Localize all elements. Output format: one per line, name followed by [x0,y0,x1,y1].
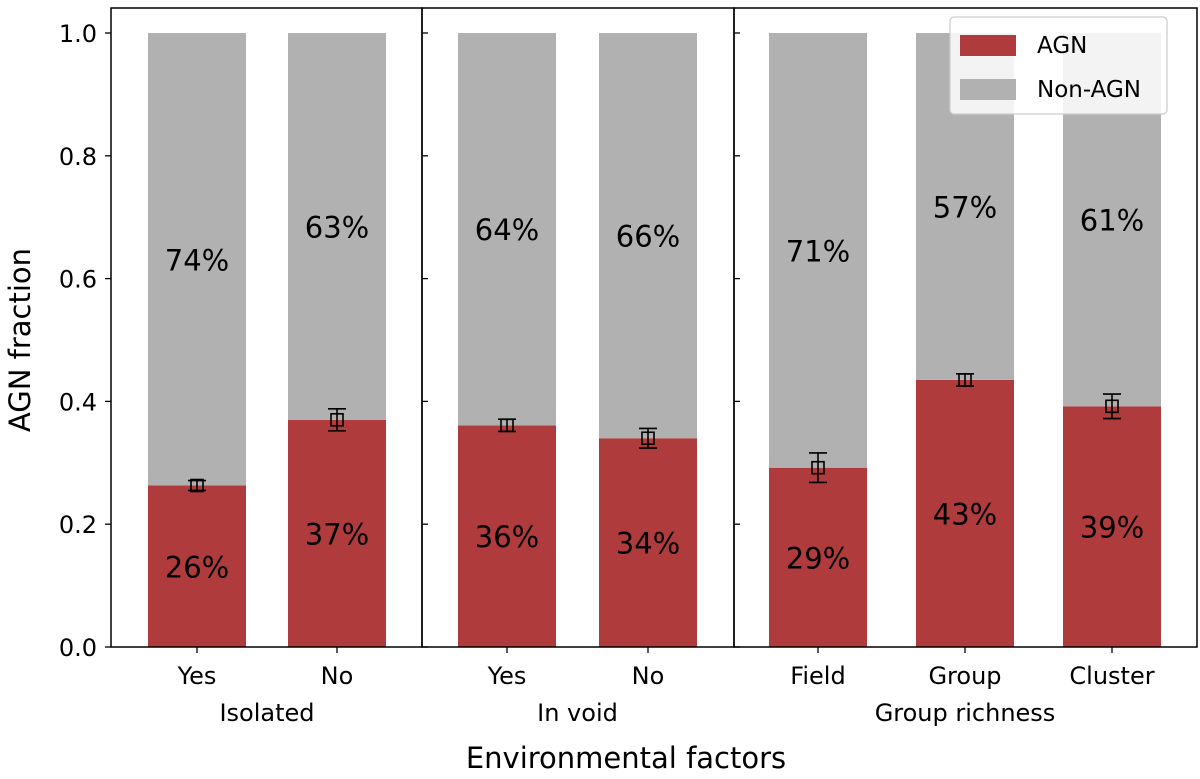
error-bar-marker [330,413,344,427]
legend-label: AGN [1037,33,1087,59]
group-label: Isolated [219,699,314,727]
x-tick-label: Yes [487,662,527,690]
x-tick-label: Cluster [1069,662,1154,690]
x-tick-label: No [321,662,354,690]
x-tick-label: Field [790,662,845,690]
agn-bar [769,467,867,647]
non-agn-bar [458,33,556,426]
plot-area: 26%74%Yes37%63%NoIsolated36%64%Yes34%66%… [59,7,1198,727]
agn-bar [599,438,697,647]
error-bar [1103,393,1121,420]
non-agn-bar [599,33,697,439]
error-bar [639,427,657,449]
agn-bar [148,485,246,647]
agn-bar [916,379,1014,647]
error-bar-marker [811,460,825,475]
error-bar [188,478,206,493]
legend-swatch [960,79,1016,100]
y-axis: 0.0 0.2 0.4 0.6 0.8 1.0 [59,20,111,662]
panel-frame [733,7,1198,648]
error-bar-marker [641,431,655,446]
non-agn-percent-label: 71% [786,234,850,268]
non-agn-percent-label: 61% [1080,204,1144,238]
agn-percent-label: 26% [165,550,229,584]
legend-label: Non-AGN [1037,77,1141,103]
x-axis-label: Environmental factors [466,741,786,775]
error-bar [809,452,827,484]
error-bar [498,418,516,433]
y-tick-label: 0.0 [59,634,97,662]
agn-percent-label: 39% [1080,511,1144,545]
non-agn-percent-label: 57% [933,190,997,224]
agn-bar [458,425,556,647]
legend-swatch [960,35,1016,56]
non-agn-bar [769,33,867,468]
agn-percent-label: 34% [616,527,680,561]
agn-bar [288,419,386,647]
non-agn-percent-label: 63% [305,210,369,244]
agn-percent-label: 29% [786,541,850,575]
agn-percent-label: 36% [475,520,539,554]
non-agn-percent-label: 66% [616,220,680,254]
y-tick-label: 0.4 [59,388,97,416]
error-bar-marker [500,418,514,433]
error-bar-marker [958,373,972,387]
error-bar-marker [1105,399,1119,414]
agn-percent-label: 43% [933,497,997,531]
y-tick-label: 0.6 [59,266,97,294]
agn-percent-label: 37% [305,517,369,551]
panel-2: 36% 64% Yes 34% 66% No In void [421,7,735,727]
group-label: Group richness [875,699,1056,727]
group-label: In void [537,699,618,727]
y-tick-label: 0.8 [59,143,97,171]
legend: AGN Non-AGN [949,16,1168,115]
x-tick-label: Group [928,662,1001,690]
panel-3: 29% 71% Field 43% 57% Group 39% 61% Cluster Group… [733,7,1198,727]
non-agn-bar [148,33,246,486]
x-tick-label: Yes [177,662,217,690]
error-bar [328,407,346,432]
y-tick-label: 0.2 [59,511,97,539]
error-bar [956,372,974,387]
y-tick-label: 1.0 [59,20,97,48]
non-agn-percent-label: 64% [475,213,539,247]
agn-bar [1063,406,1161,647]
non-agn-bar [288,33,386,420]
non-agn-percent-label: 74% [165,243,229,277]
error-bar-marker [190,478,204,493]
y-axis-label: AGN fraction [3,248,37,432]
x-tick-label: No [632,662,665,690]
